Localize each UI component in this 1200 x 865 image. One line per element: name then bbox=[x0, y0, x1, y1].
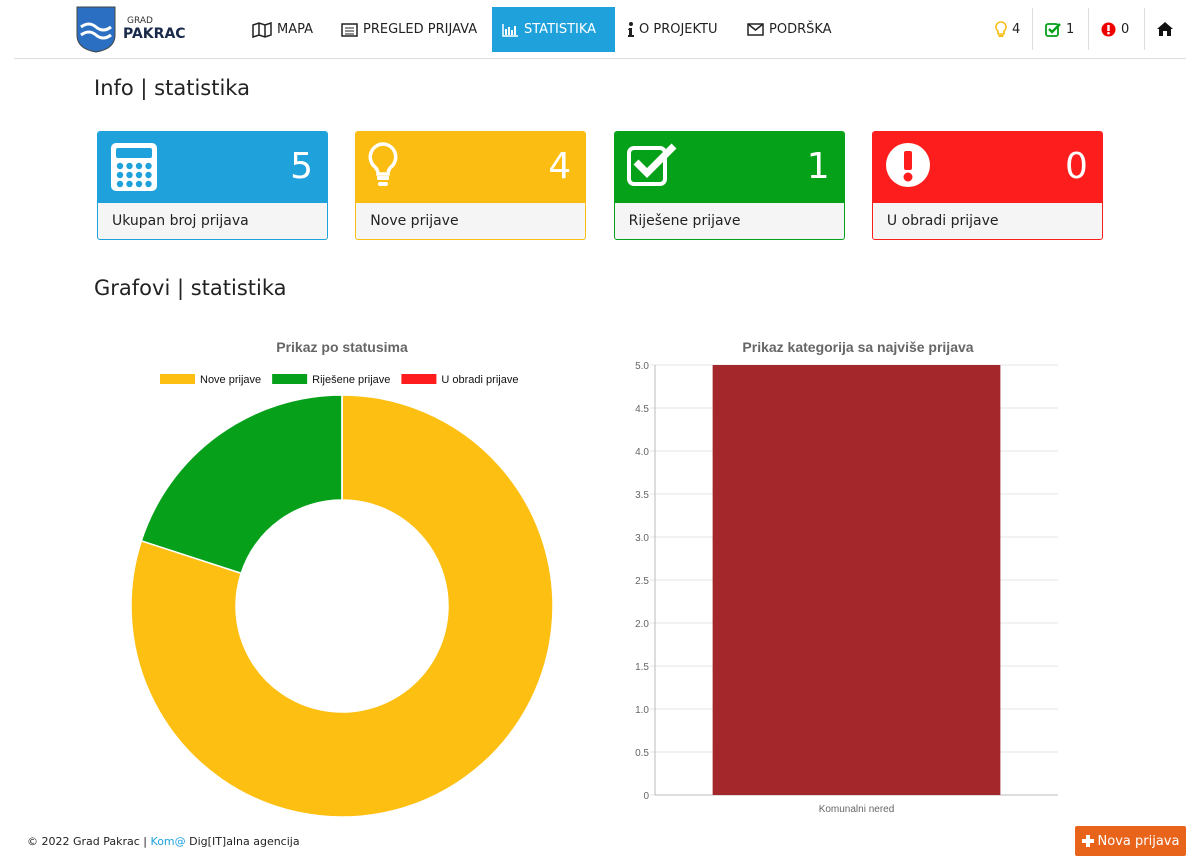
card-value: 5 bbox=[290, 146, 313, 187]
card-icon bbox=[626, 142, 677, 190]
x-tick-label: Komunalni nered bbox=[819, 804, 895, 815]
nav-label: PREGLED PRIJAVA bbox=[363, 22, 478, 37]
legend-label: U obradi prijave bbox=[441, 374, 518, 386]
nav-label: PODRŠKA bbox=[769, 22, 832, 37]
nav-icon bbox=[628, 22, 634, 37]
card-label: U obradi prijave bbox=[886, 213, 999, 229]
agency: Dig[IT]alna agencija bbox=[189, 835, 300, 848]
counter[interactable]: 4 bbox=[995, 14, 1020, 44]
nav-item[interactable]: STATISTIKA bbox=[492, 7, 615, 52]
logo-top: GRAD bbox=[127, 16, 153, 26]
card-header: 0 bbox=[872, 132, 1102, 203]
stat-card: 0 U obradi prijave bbox=[871, 131, 1103, 240]
card-label: Nove prijave bbox=[370, 213, 459, 229]
charts-title: Grafovi | statistika bbox=[94, 276, 287, 300]
y-tick-label: 5.0 bbox=[635, 361, 649, 372]
card-value: 1 bbox=[806, 146, 830, 187]
y-tick-label: 1.5 bbox=[635, 662, 649, 673]
nav-label: MAPA bbox=[277, 22, 314, 37]
nav-icon bbox=[502, 23, 518, 37]
stat-card: 1 Riješene prijave bbox=[613, 131, 845, 240]
card-value: 0 bbox=[1064, 146, 1088, 187]
logo[interactable] bbox=[75, 5, 125, 53]
y-tick-label: 3.0 bbox=[635, 533, 649, 544]
home[interactable] bbox=[1157, 14, 1173, 44]
doughnut-segment bbox=[130, 394, 554, 818]
nav-icon bbox=[747, 23, 764, 36]
doughnut-segment bbox=[140, 394, 343, 575]
counter[interactable]: 0 bbox=[1101, 14, 1129, 44]
y-tick-label: 4.5 bbox=[635, 404, 649, 415]
copyright: © 2022 Grad Pakrac | bbox=[27, 835, 148, 848]
nav-label: STATISTIKA bbox=[524, 22, 597, 37]
card-icon bbox=[368, 142, 398, 192]
card-value: 4 bbox=[548, 146, 572, 187]
counter-icon bbox=[1045, 22, 1061, 37]
nav-item[interactable]: PODRŠKA bbox=[737, 7, 842, 52]
legend-swatch bbox=[401, 374, 437, 384]
separator bbox=[1088, 8, 1089, 50]
info-title: Info | statistika bbox=[94, 76, 250, 100]
counter-icon bbox=[1101, 22, 1116, 36]
y-tick-label: 2.0 bbox=[635, 619, 649, 630]
nav-item[interactable]: MAPA bbox=[242, 7, 323, 52]
y-tick-label: 0.5 bbox=[635, 748, 649, 759]
counter-value: 4 bbox=[1012, 21, 1021, 37]
legend-label: Nove prijave bbox=[200, 374, 261, 386]
nav-item[interactable]: O PROJEKTU bbox=[618, 7, 728, 52]
bar bbox=[712, 365, 1001, 795]
separator bbox=[1144, 8, 1145, 50]
y-tick-label: 3.5 bbox=[635, 490, 649, 501]
separator bbox=[1032, 8, 1033, 50]
nav-border bbox=[14, 58, 1186, 59]
logo-bottom: PAKRAC bbox=[123, 26, 186, 42]
card-header: 1 bbox=[614, 132, 844, 203]
card-icon bbox=[110, 142, 158, 196]
y-tick-label: 1.0 bbox=[635, 705, 649, 716]
chart-title: Prikaz po statusima bbox=[276, 339, 408, 355]
nav-icon bbox=[341, 22, 358, 37]
charts: Prikaz po statusima Nove prijave Riješene … bbox=[130, 339, 1058, 818]
new-report-button[interactable]: Nova prijava bbox=[1075, 826, 1186, 856]
card-label: Riješene prijave bbox=[628, 213, 741, 229]
stat-card: 4 Nove prijave bbox=[355, 131, 587, 240]
y-tick-label: 0 bbox=[643, 791, 649, 802]
stat-card: 5 Ukupan broj prijava bbox=[97, 131, 328, 240]
counter-icon bbox=[995, 21, 1007, 37]
nav-icon bbox=[252, 21, 272, 38]
card-icon bbox=[885, 142, 931, 192]
y-tick-label: 4.0 bbox=[635, 447, 649, 458]
counter[interactable]: 1 bbox=[1045, 14, 1074, 44]
counter-value: 0 bbox=[1121, 21, 1130, 37]
nav-item[interactable]: PREGLED PRIJAVA bbox=[331, 7, 487, 52]
button-label: Nova prijava bbox=[1097, 833, 1180, 849]
chart-title: Prikaz kategorija sa najviše prijava bbox=[742, 339, 973, 355]
card-header: 5 bbox=[98, 132, 327, 203]
plus-icon bbox=[1081, 835, 1094, 847]
legend-swatch bbox=[160, 374, 195, 384]
home-icon bbox=[1157, 22, 1173, 36]
footer: © 2022 Grad Pakrac | Kom@ Dig[IT]alna ag… bbox=[27, 835, 300, 848]
logo-crest bbox=[76, 6, 116, 53]
nav-label: O PROJEKTU bbox=[639, 22, 718, 37]
y-tick-label: 2.5 bbox=[635, 576, 649, 587]
legend-label: Riješene prijave bbox=[312, 374, 390, 386]
counter-value: 1 bbox=[1066, 21, 1075, 37]
link[interactable]: Kom@ bbox=[150, 835, 186, 848]
card-label: Ukupan broj prijava bbox=[112, 213, 249, 229]
legend-swatch bbox=[272, 374, 308, 384]
card-header: 4 bbox=[356, 132, 586, 203]
